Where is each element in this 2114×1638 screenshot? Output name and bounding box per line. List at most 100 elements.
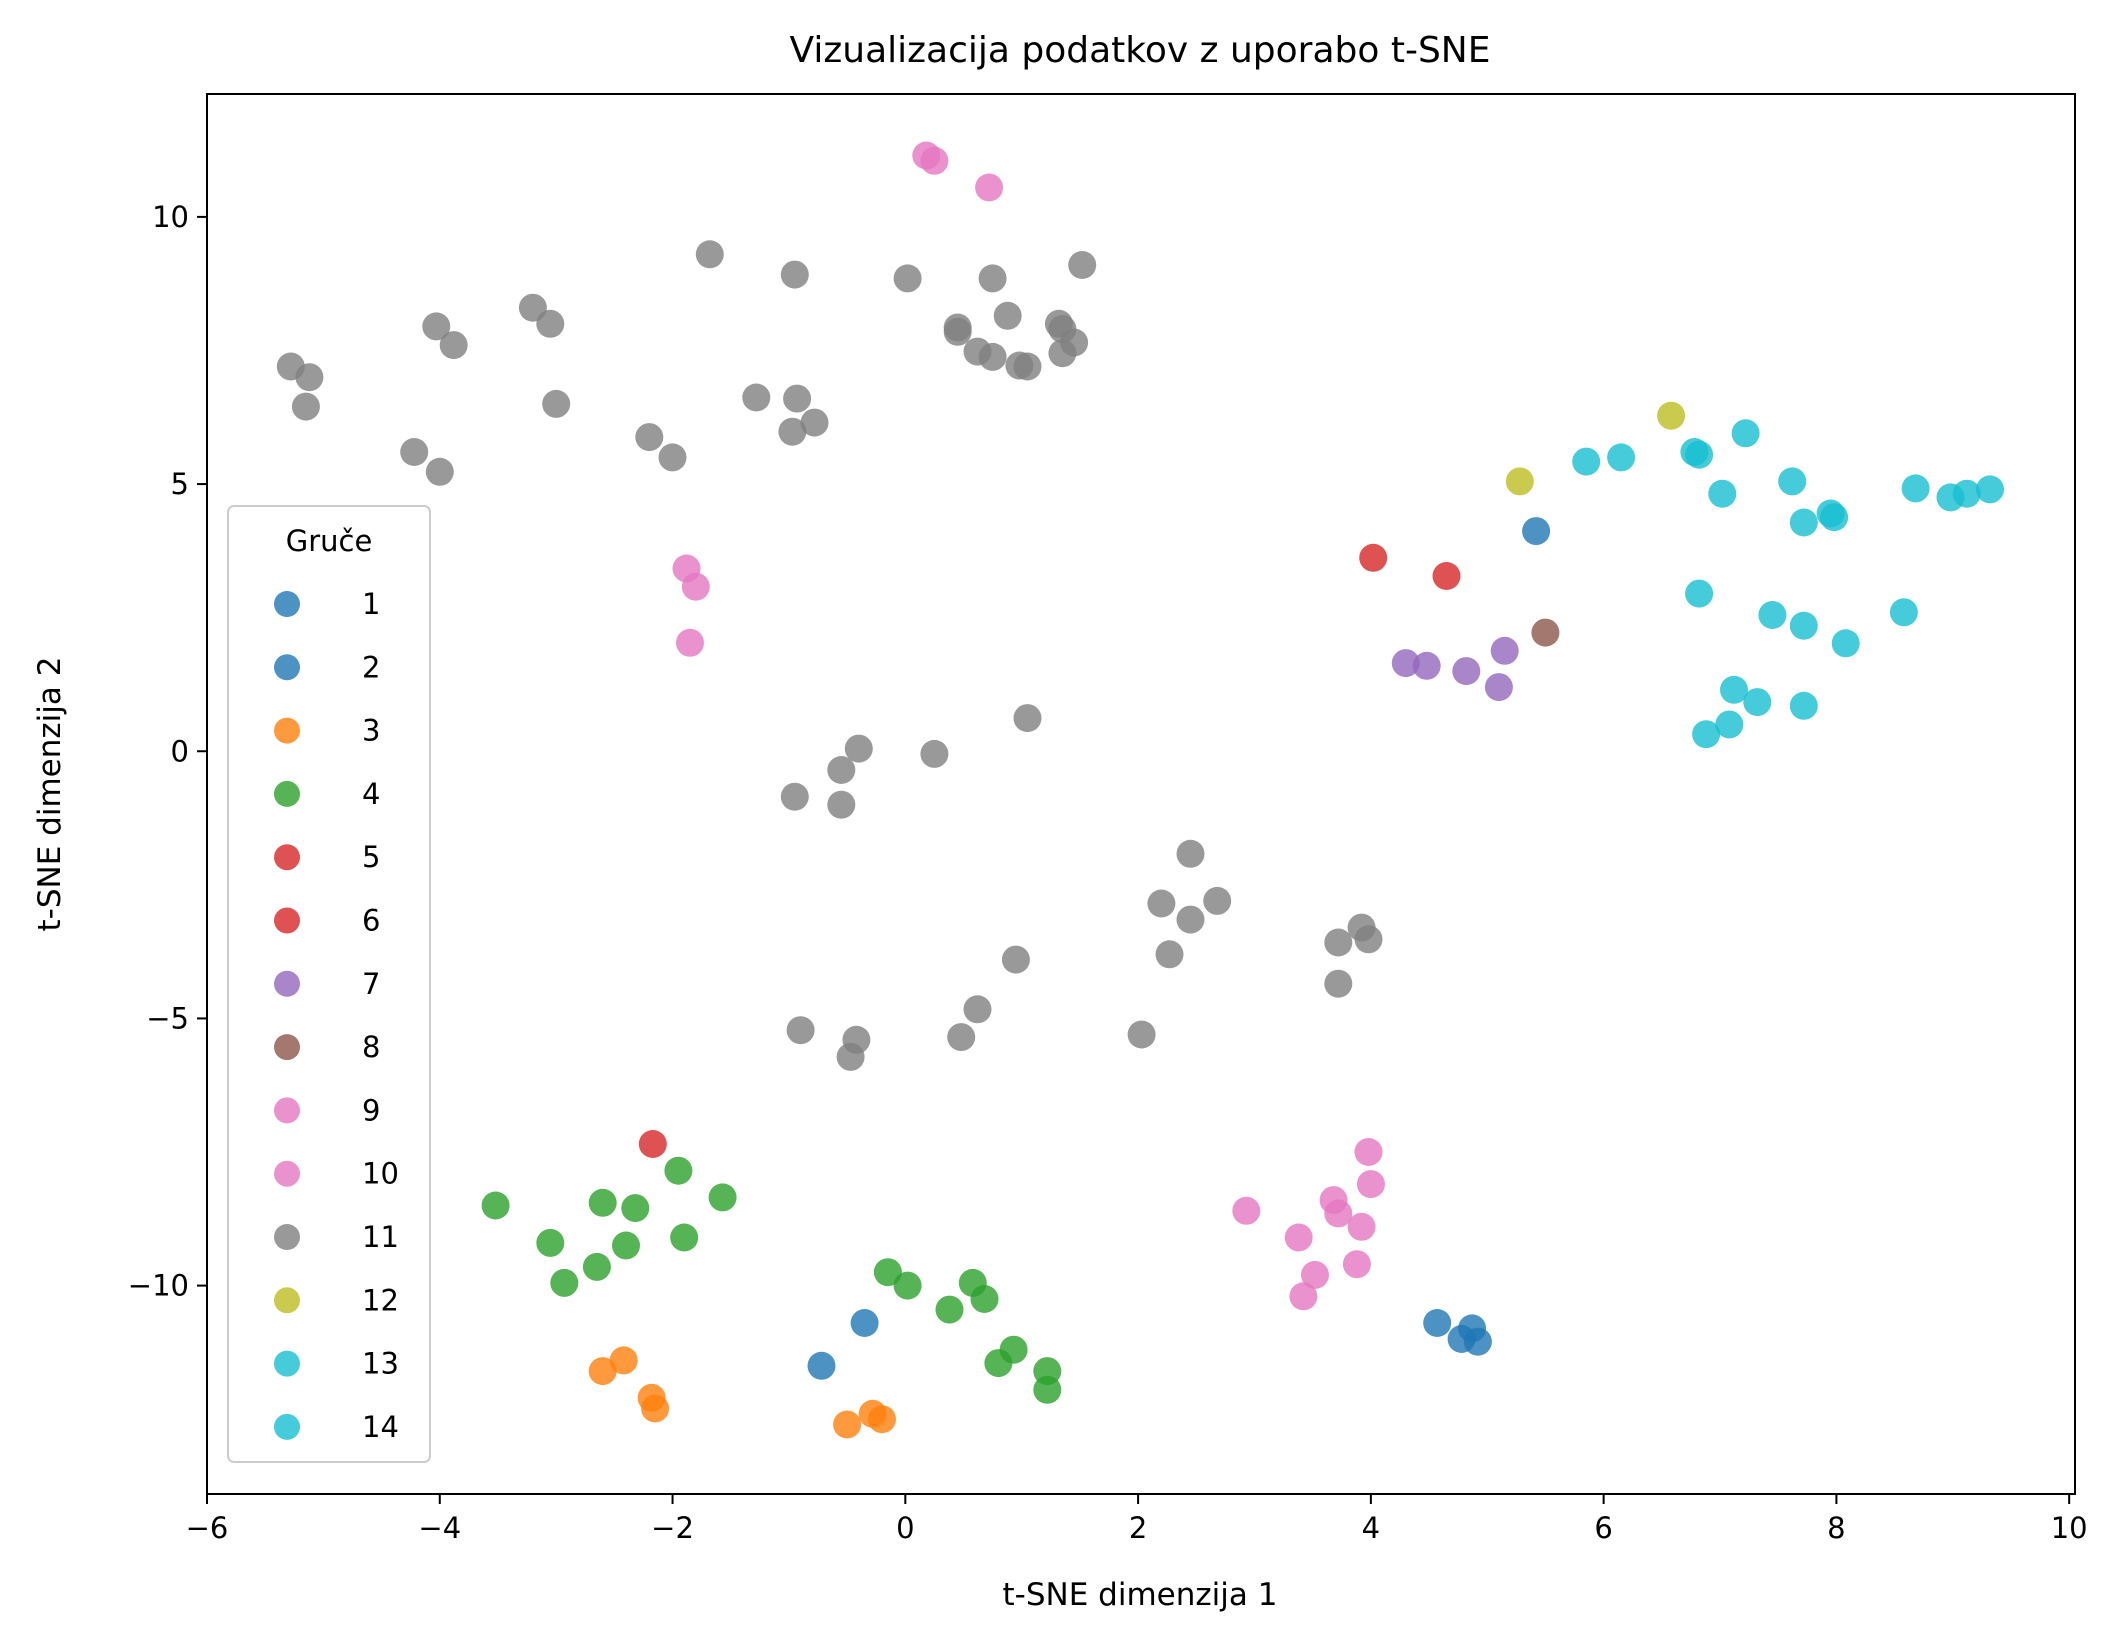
legend-label-13: 13 bbox=[362, 1347, 399, 1381]
x-tick-label: 2 bbox=[1129, 1511, 1147, 1545]
scatter-point-cluster-11 bbox=[635, 423, 664, 452]
scatter-point-cluster-4 bbox=[621, 1194, 650, 1223]
scatter-point-cluster-11 bbox=[978, 264, 1007, 293]
legend-label-11: 11 bbox=[362, 1220, 399, 1254]
scatter-point-cluster-1 bbox=[1522, 517, 1551, 546]
scatter-point-cluster-3 bbox=[868, 1405, 896, 1434]
scatter-point-cluster-7 bbox=[1412, 651, 1441, 680]
legend-marker-6 bbox=[274, 907, 300, 934]
legend-marker-8 bbox=[274, 1034, 300, 1061]
scatter-point-cluster-4 bbox=[612, 1231, 640, 1260]
y-tick-label: 5 bbox=[171, 467, 189, 501]
scatter-point-cluster-11 bbox=[1068, 251, 1097, 279]
scatter-point-cluster-9 bbox=[975, 173, 1004, 202]
scatter-point-cluster-13 bbox=[1889, 598, 1918, 627]
scatter-point-cluster-11 bbox=[295, 363, 324, 392]
legend-marker-3 bbox=[274, 717, 300, 744]
scatter-point-cluster-13 bbox=[1789, 508, 1818, 537]
legend-marker-4 bbox=[274, 780, 300, 807]
scatter-point-cluster-11 bbox=[1013, 704, 1042, 733]
x-axis-ticks: −6 −4 −2 0 2 4 6 8 10 bbox=[186, 1494, 2088, 1545]
x-tick-label: −4 bbox=[418, 1511, 461, 1545]
legend-marker-14 bbox=[274, 1413, 300, 1440]
scatter-point-cluster-4 bbox=[588, 1188, 617, 1217]
legend-marker-1 bbox=[274, 591, 300, 617]
scatter-point-cluster-6 bbox=[1432, 562, 1461, 590]
legend-label-7: 7 bbox=[362, 967, 380, 1001]
scatter-point-cluster-10 bbox=[1324, 1199, 1353, 1228]
y-axis-ticks: −10 −5 0 5 10 bbox=[128, 200, 207, 1303]
scatter-point-cluster-8 bbox=[1531, 618, 1560, 647]
scatter-point-cluster-11 bbox=[963, 995, 992, 1024]
legend-marker-12 bbox=[274, 1287, 300, 1314]
scatter-point-cluster-13 bbox=[1778, 467, 1807, 496]
legend-label-1: 1 bbox=[362, 587, 380, 621]
scatter-point-cluster-10 bbox=[1301, 1260, 1329, 1289]
scatter-point-cluster-4 bbox=[999, 1335, 1028, 1364]
scatter-point-cluster-10 bbox=[1356, 1170, 1385, 1199]
legend-title: Gruče bbox=[286, 524, 373, 558]
scatter-point-cluster-3 bbox=[609, 1346, 638, 1375]
scatter-point-cluster-11 bbox=[658, 443, 687, 472]
scatter-point-cluster-10 bbox=[1347, 1212, 1376, 1241]
x-tick-label: 6 bbox=[1594, 1511, 1612, 1545]
scatter-point-cluster-11 bbox=[827, 756, 856, 784]
scatter-point-cluster-11 bbox=[783, 384, 812, 413]
scatter-point-cluster-2 bbox=[850, 1309, 879, 1337]
scatter-point-cluster-13 bbox=[1685, 579, 1714, 608]
scatter-points bbox=[276, 141, 2004, 1439]
scatter-point-cluster-4 bbox=[582, 1252, 611, 1281]
scatter-point-cluster-13 bbox=[1731, 419, 1760, 448]
scatter-point-cluster-13 bbox=[1820, 503, 1849, 532]
scatter-point-cluster-13 bbox=[1758, 601, 1787, 629]
scatter-point-cluster-11 bbox=[1013, 352, 1042, 381]
scatter-point-cluster-10 bbox=[1354, 1138, 1383, 1166]
scatter-point-cluster-11 bbox=[1324, 928, 1353, 957]
scatter-point-cluster-11 bbox=[536, 309, 565, 338]
scatter-point-cluster-13 bbox=[1976, 475, 2004, 504]
scatter-point-cluster-11 bbox=[422, 312, 451, 341]
legend-marker-7 bbox=[274, 970, 300, 997]
scatter-point-cluster-13 bbox=[1789, 691, 1818, 720]
scatter-point-cluster-13 bbox=[1952, 479, 1981, 508]
scatter-point-cluster-13 bbox=[1720, 675, 1748, 704]
y-tick-label: 10 bbox=[152, 200, 189, 234]
scatter-point-cluster-4 bbox=[481, 1191, 510, 1220]
scatter-point-cluster-4 bbox=[893, 1271, 922, 1300]
x-axis-label: t-SNE dimenzija 1 bbox=[1003, 1577, 1278, 1613]
x-tick-label: −2 bbox=[651, 1511, 694, 1545]
legend-label-2: 2 bbox=[362, 650, 380, 684]
scatter-point-cluster-4 bbox=[873, 1258, 902, 1287]
legend-label-10: 10 bbox=[362, 1157, 399, 1191]
scatter-point-cluster-13 bbox=[1743, 688, 1772, 717]
scatter-point-cluster-11 bbox=[780, 782, 809, 811]
x-tick-label: 4 bbox=[1362, 1511, 1380, 1545]
scatter-point-cluster-4 bbox=[664, 1156, 693, 1185]
scatter-point-cluster-11 bbox=[780, 260, 809, 289]
scatter-point-cluster-2 bbox=[1423, 1309, 1452, 1337]
scatter-point-cluster-11 bbox=[1176, 905, 1205, 934]
scatter-point-cluster-4 bbox=[708, 1183, 737, 1212]
scatter-point-cluster-11 bbox=[943, 317, 972, 346]
scatter-point-cluster-11 bbox=[1127, 1020, 1156, 1049]
scatter-point-cluster-11 bbox=[978, 342, 1007, 371]
scatter-point-cluster-11 bbox=[947, 1023, 976, 1052]
scatter-point-cluster-4 bbox=[1033, 1375, 1062, 1404]
scatter-point-cluster-11 bbox=[836, 1042, 865, 1071]
legend-label-5: 5 bbox=[362, 840, 380, 874]
scatter-point-cluster-11 bbox=[291, 392, 320, 421]
legend-marker-11 bbox=[274, 1224, 300, 1250]
legend-label-9: 9 bbox=[362, 1093, 380, 1127]
scatter-point-cluster-4 bbox=[536, 1228, 565, 1257]
scatter-point-cluster-11 bbox=[1060, 328, 1089, 357]
scatter-point-cluster-6 bbox=[1359, 543, 1388, 572]
scatter-point-cluster-11 bbox=[439, 331, 468, 360]
scatter-point-cluster-11 bbox=[1203, 886, 1232, 915]
x-tick-label: 10 bbox=[2051, 1511, 2088, 1545]
scatter-point-cluster-11 bbox=[778, 417, 807, 446]
y-axis-label: t-SNE dimenzija 2 bbox=[32, 657, 68, 932]
chart-title: Vizualizacija podatkov z uporabo t-SNE bbox=[790, 30, 1491, 71]
legend-marker-10 bbox=[274, 1160, 300, 1187]
